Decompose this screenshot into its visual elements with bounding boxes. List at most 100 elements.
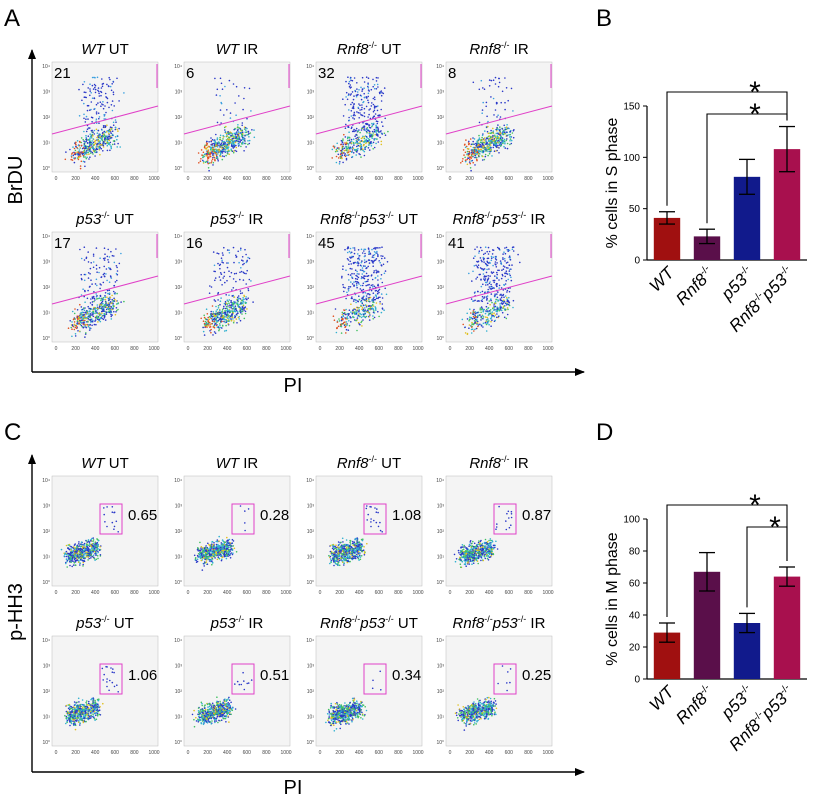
- flow-event: [495, 266, 498, 268]
- flow-event: [99, 136, 102, 138]
- flow-event: [222, 144, 224, 147]
- flow-event: [484, 137, 486, 139]
- flow-event: [344, 136, 347, 138]
- flow-event: [106, 136, 109, 139]
- flow-event: [115, 265, 118, 267]
- flow-event: [231, 289, 233, 291]
- flow-event: [488, 262, 490, 264]
- flow-event: [361, 289, 363, 292]
- flow-event: [204, 325, 207, 328]
- panel-letter-b: B: [596, 5, 612, 32]
- flow-event: [464, 156, 466, 159]
- flow-event: [83, 81, 86, 83]
- flow-event: [216, 88, 219, 91]
- flow-event: [361, 104, 363, 106]
- flow-event: [375, 120, 378, 122]
- flow-event: [365, 145, 368, 148]
- flow-event: [493, 281, 496, 284]
- flow-event: [366, 267, 368, 269]
- y-tick-label: 10°: [306, 166, 314, 172]
- flow-event: [84, 325, 87, 328]
- flow-event: [357, 147, 359, 150]
- flow-event: [94, 91, 97, 94]
- flow-event: [87, 272, 90, 274]
- flow-event: [497, 299, 500, 302]
- flow-event: [475, 148, 478, 151]
- y-tick-label: 10⁴: [436, 64, 444, 70]
- flow-event: [215, 305, 217, 308]
- flow-event: [241, 138, 244, 141]
- flow-event: [485, 139, 487, 141]
- flow-event: [227, 138, 229, 140]
- flow-event: [83, 246, 86, 248]
- flow-event: [211, 150, 214, 153]
- flow-event: [492, 134, 494, 137]
- flow-event: [79, 156, 81, 158]
- flow-event: [224, 281, 226, 284]
- label-condition: UT: [377, 41, 401, 58]
- flow-event: [354, 269, 357, 272]
- flow-events: [197, 77, 256, 172]
- flow-event: [368, 144, 370, 146]
- flow-event: [509, 274, 512, 277]
- flow-event: [93, 550, 96, 553]
- flow-event: [339, 157, 342, 159]
- flow-event: [111, 511, 114, 513]
- flow-event: [104, 292, 107, 294]
- flow-event: [482, 308, 484, 311]
- flow-event: [219, 303, 221, 306]
- flow-event: [384, 270, 387, 272]
- flow-event: [506, 135, 508, 137]
- flow-event: [221, 141, 224, 143]
- flow-event: [356, 317, 359, 319]
- flow-event: [226, 147, 228, 150]
- flow-event: [80, 317, 82, 319]
- flow-event: [104, 126, 107, 128]
- flow-event: [221, 308, 224, 311]
- flow-event: [355, 306, 358, 309]
- flow-event: [505, 317, 508, 320]
- flow-event: [365, 76, 368, 78]
- flow-event: [463, 144, 466, 146]
- flow-event: [86, 156, 88, 159]
- flow-event: [85, 115, 88, 118]
- flow-event: [373, 84, 376, 86]
- flow-event: [359, 142, 361, 145]
- flow-event: [346, 291, 348, 294]
- flow-event: [225, 125, 227, 128]
- flow-plot-area: [315, 61, 423, 173]
- flow-event: [202, 320, 205, 323]
- flow-event: [481, 159, 484, 161]
- flow-event: [227, 305, 229, 307]
- flow-event: [356, 88, 358, 90]
- flow-event: [505, 139, 508, 142]
- flow-event: [219, 300, 222, 303]
- flow-event: [95, 268, 98, 270]
- flow-event: [234, 315, 237, 318]
- y-tick-label: 10⁴: [174, 478, 182, 484]
- flow-event: [502, 253, 504, 255]
- flow-event: [479, 309, 482, 311]
- flow-event: [383, 309, 385, 312]
- flow-event: [361, 127, 363, 130]
- flow-event: [232, 287, 235, 289]
- flow-event: [238, 306, 241, 308]
- flow-event: [85, 140, 87, 143]
- flow-event: [365, 315, 368, 318]
- flow-event: [82, 565, 84, 567]
- x-tick-label: 0: [319, 176, 322, 182]
- flow-event: [496, 135, 499, 138]
- flow-event: [495, 150, 497, 152]
- flow-event: [228, 299, 231, 301]
- flow-event: [80, 257, 83, 260]
- x-tick-label: 800: [130, 590, 139, 596]
- flow-event: [112, 290, 115, 293]
- flow-event: [73, 147, 76, 150]
- flow-event: [359, 312, 361, 315]
- flow-event: [487, 125, 489, 128]
- flow-event: [98, 307, 101, 309]
- x-tick-label: 1000: [412, 346, 423, 352]
- label-superscript: -/-: [369, 40, 378, 50]
- flow-event: [358, 298, 361, 301]
- flow-event: [234, 102, 236, 104]
